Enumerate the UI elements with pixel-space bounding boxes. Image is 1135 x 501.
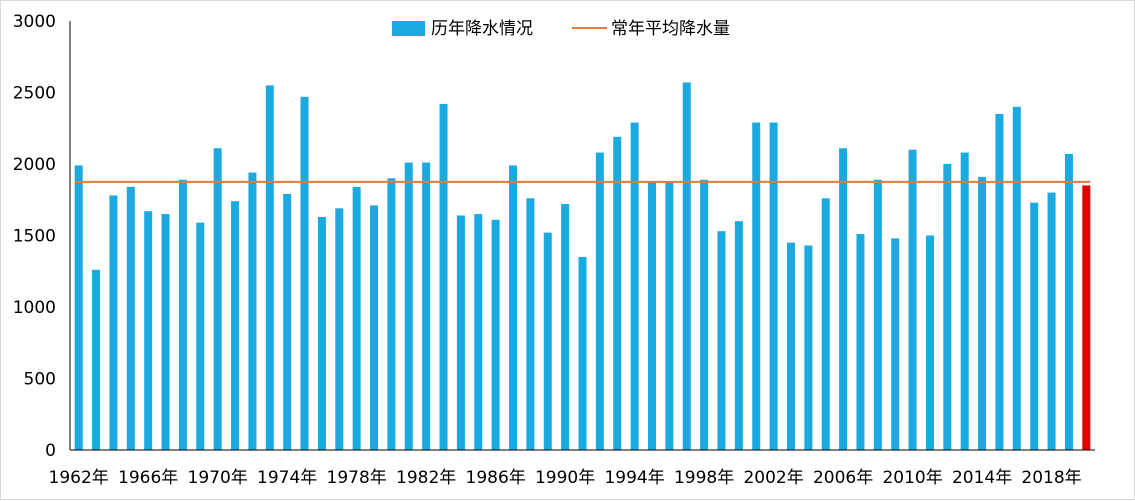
bar — [196, 222, 205, 450]
bar — [769, 122, 778, 450]
bar — [752, 122, 761, 450]
bar — [109, 195, 118, 450]
legend-bar-label: 历年降水情况 — [431, 19, 533, 39]
x-tick-label: 1990年 — [535, 468, 595, 488]
bar — [317, 216, 326, 450]
bar — [265, 85, 274, 450]
x-tick-label: 2010年 — [882, 468, 942, 488]
bar — [943, 164, 952, 450]
bar — [891, 238, 900, 450]
bar — [335, 208, 344, 450]
bar — [700, 179, 709, 451]
bar — [404, 162, 413, 450]
x-tick-label: 1994年 — [604, 468, 664, 488]
bar — [734, 221, 743, 450]
bar — [717, 231, 726, 450]
x-tick-label: 2014年 — [952, 468, 1012, 488]
y-tick-label: 3000 — [13, 12, 56, 32]
bar — [1047, 192, 1056, 450]
bar — [439, 103, 448, 450]
bar — [839, 148, 848, 450]
bar — [456, 215, 465, 450]
y-tick-label: 2000 — [13, 155, 56, 175]
bar — [543, 232, 552, 450]
bar — [873, 179, 882, 451]
bar — [925, 235, 934, 450]
bar — [509, 165, 518, 450]
x-tick-label: 1982年 — [396, 468, 456, 488]
bar — [995, 113, 1004, 450]
bar — [352, 186, 361, 450]
bar — [526, 198, 535, 450]
bar — [960, 152, 969, 450]
x-tick-label: 1978年 — [327, 468, 387, 488]
bar — [126, 186, 135, 450]
bar — [300, 96, 309, 450]
x-tick-label: 1970年 — [188, 468, 248, 488]
bar-highlighted — [1082, 185, 1091, 450]
bars — [74, 82, 1091, 451]
bar — [491, 219, 500, 450]
bar — [370, 205, 379, 450]
x-tick-label: 2018年 — [1021, 468, 1081, 488]
bar — [161, 214, 170, 450]
bar — [1064, 153, 1073, 451]
legend-line-label: 常年平均降水量 — [611, 19, 730, 39]
x-tick-label: 1974年 — [257, 468, 317, 488]
bar — [231, 201, 240, 450]
bar — [422, 162, 431, 450]
bar — [613, 136, 622, 450]
x-tick-label: 2002年 — [743, 468, 803, 488]
bar — [786, 242, 795, 450]
bar — [595, 152, 604, 450]
bar — [1012, 106, 1021, 451]
bar — [1030, 202, 1039, 450]
bar — [178, 179, 187, 451]
bar — [682, 82, 691, 451]
bar — [665, 182, 674, 450]
bar — [144, 211, 153, 450]
bar — [630, 122, 639, 450]
y-tick-label: 1000 — [13, 298, 56, 318]
x-tick-label: 1962年 — [49, 468, 109, 488]
bar — [804, 245, 813, 450]
bar — [561, 204, 570, 450]
y-axis-labels: 0 500 1000 1500 2000 2500 3000 — [13, 12, 56, 461]
x-tick-label: 1986年 — [466, 468, 526, 488]
bar — [283, 194, 292, 450]
legend: 历年降水情况 常年平均降水量 — [392, 19, 730, 39]
bar — [978, 176, 987, 450]
bar — [856, 234, 865, 450]
y-tick-label: 0 — [45, 441, 56, 461]
bar — [821, 198, 830, 450]
x-tick-label: 1966年 — [118, 468, 178, 488]
bar — [213, 148, 222, 450]
y-tick-label: 2500 — [13, 84, 56, 104]
x-axis-labels: 1962年 1966年 1970年 1974年 1978年 1982年 1986年 1990年… — [49, 468, 1082, 488]
y-tick-label: 500 — [24, 370, 56, 390]
bar — [92, 269, 101, 450]
bar — [908, 149, 917, 450]
x-tick-label: 1998年 — [674, 468, 734, 488]
bar — [387, 178, 396, 451]
bar — [74, 165, 83, 450]
legend-bar-swatch — [392, 21, 425, 36]
bar — [474, 214, 483, 450]
bar — [647, 182, 656, 450]
bar — [248, 172, 257, 450]
y-tick-label: 1500 — [13, 227, 56, 247]
x-tick-label: 2006年 — [813, 468, 873, 488]
bar — [578, 256, 587, 450]
